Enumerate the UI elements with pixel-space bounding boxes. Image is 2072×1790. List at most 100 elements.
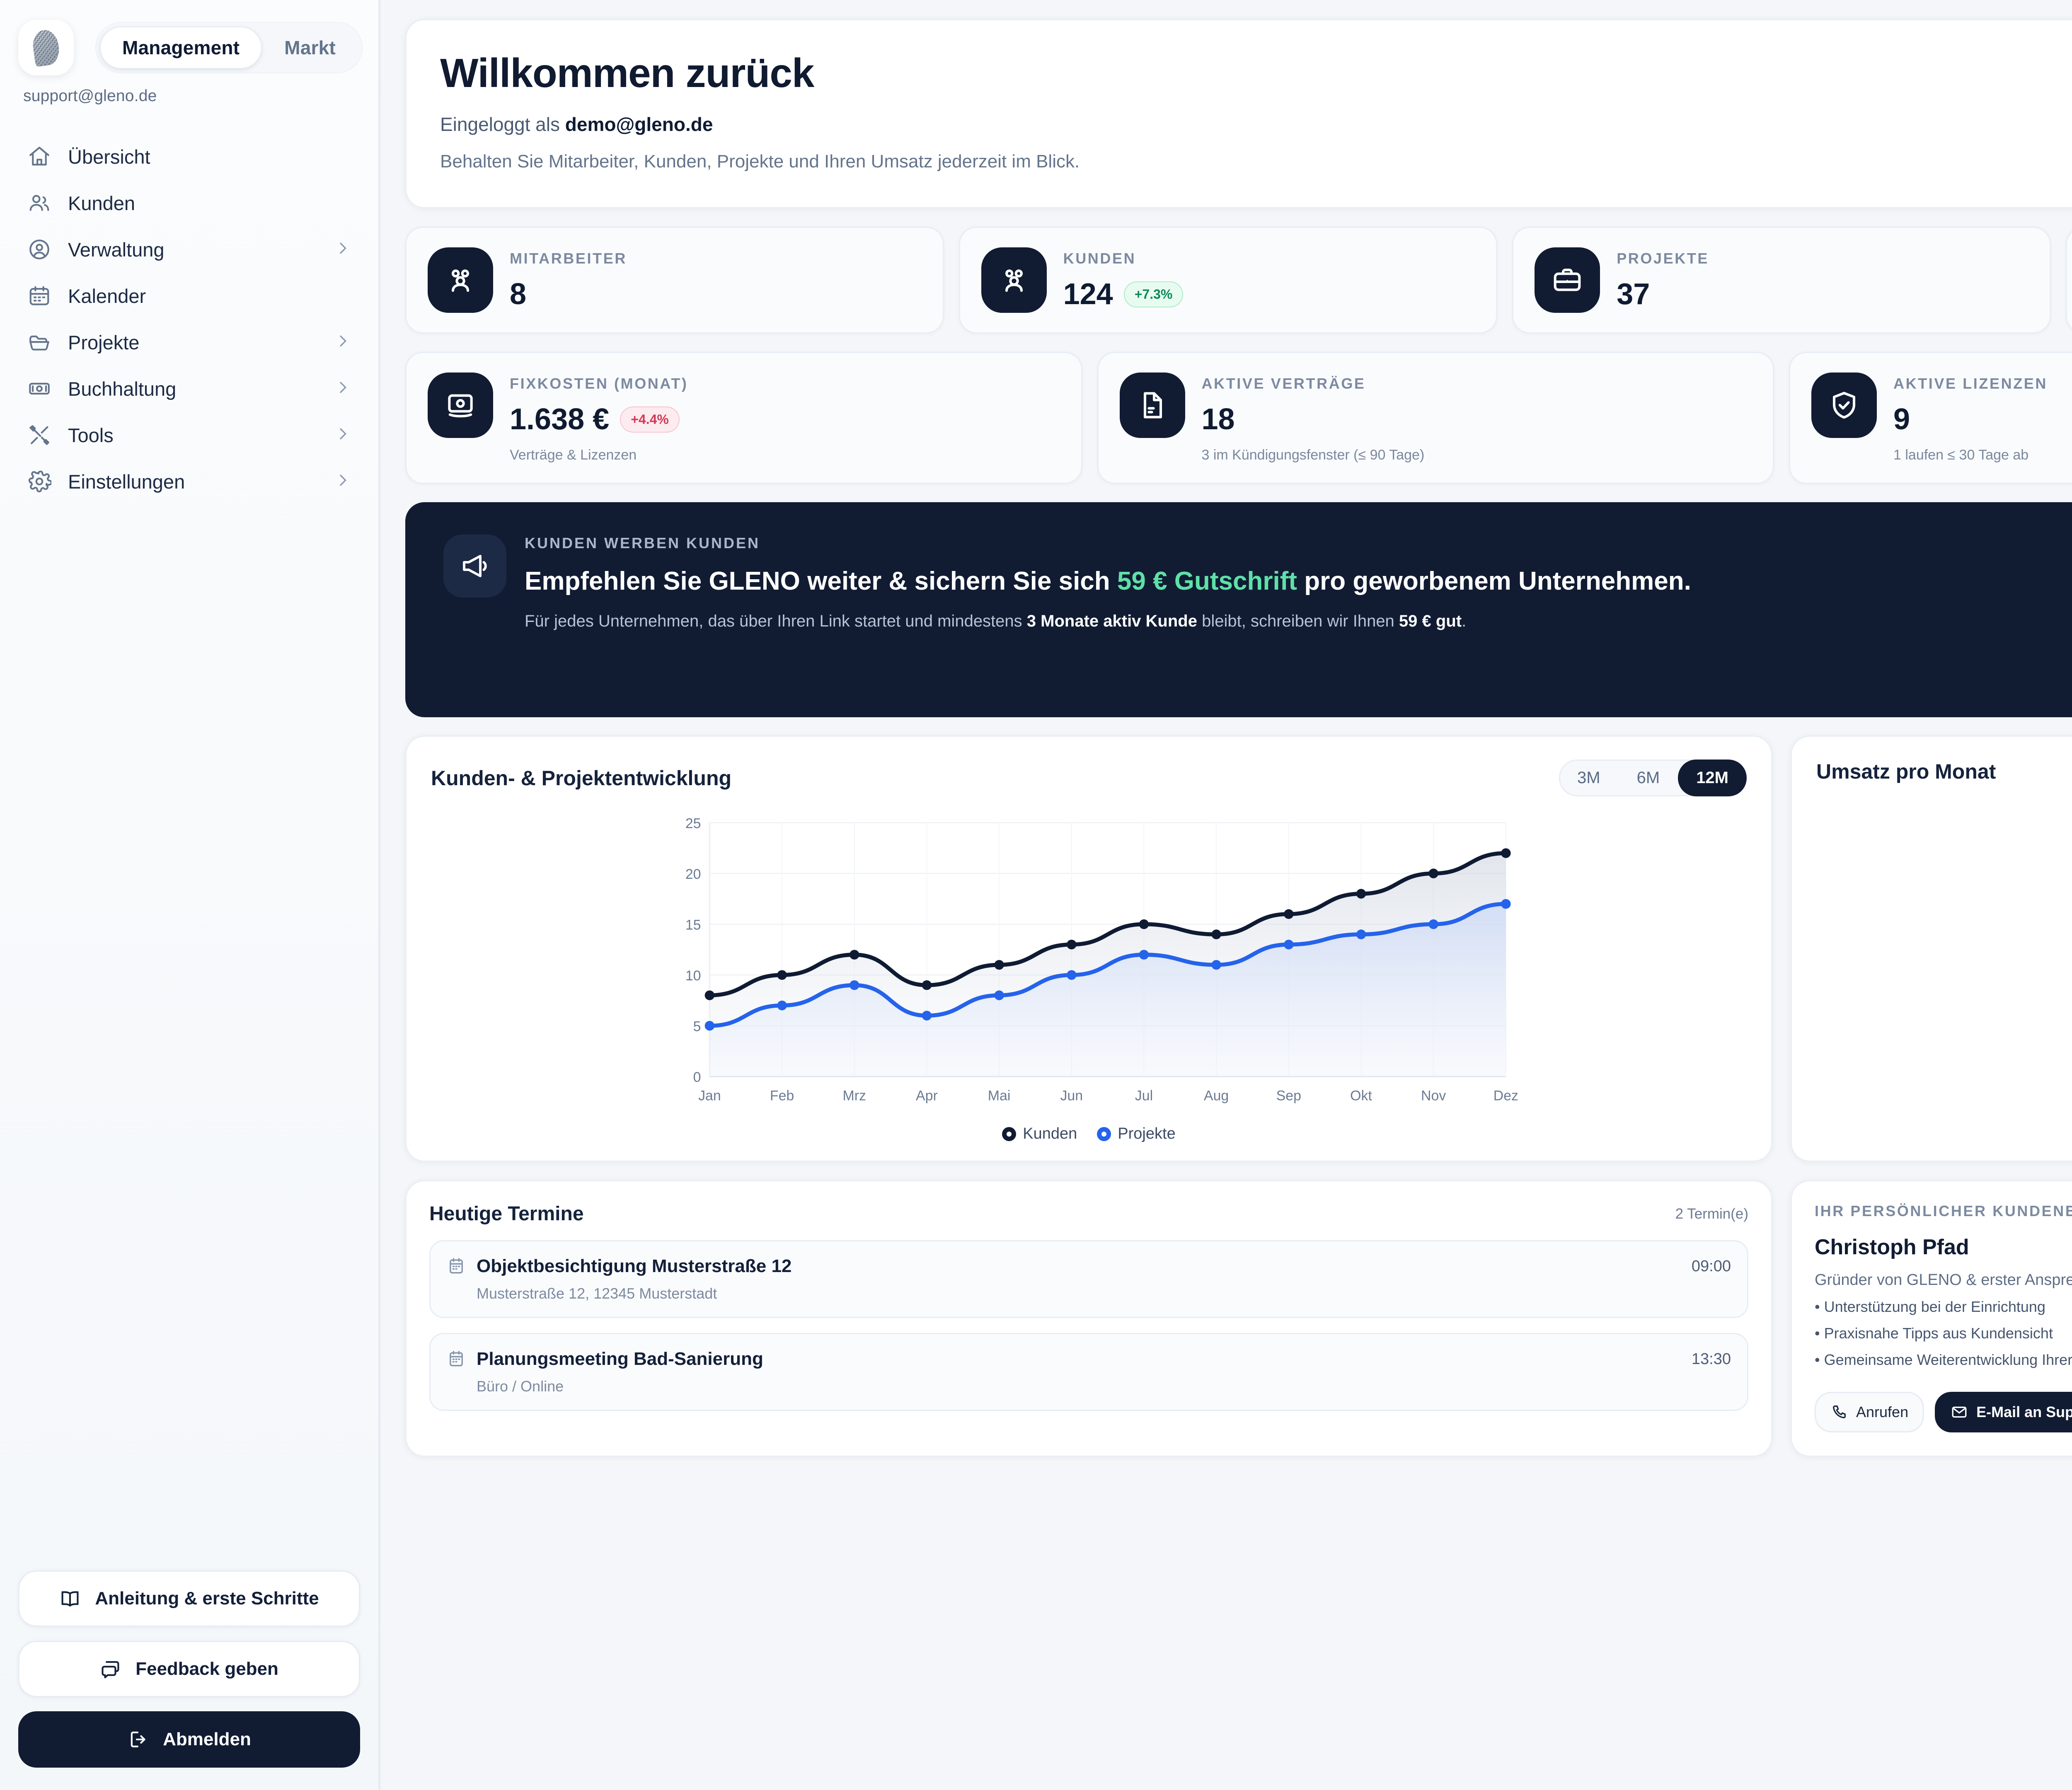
welcome-tagline: Behalten Sie Mitarbeiter, Kunden, Projek… — [440, 151, 1080, 172]
svg-text:20: 20 — [685, 866, 701, 882]
mail-icon — [1952, 1406, 1967, 1417]
money-icon — [428, 373, 493, 438]
shield-check-icon — [1811, 373, 1877, 438]
logged-in-prefix: Eingeloggt als — [440, 114, 565, 135]
legend-marker-icon — [1097, 1127, 1111, 1141]
range-selector[interactable]: 3M 6M 12M — [1559, 760, 1747, 796]
calendar-icon — [450, 1258, 463, 1274]
folder-icon — [27, 330, 51, 354]
referral-sub-c: bleibt, schreiben wir Ihnen — [1197, 612, 1399, 631]
tools-icon — [27, 423, 51, 447]
kpi-note: 1 laufen ≤ 30 Tage ab — [1893, 447, 2029, 463]
appointments-header: Heutige Termine 2 Termin(e) — [429, 1202, 1748, 1225]
chat-bubbles-icon — [102, 1661, 119, 1679]
status-badge: +4.4% — [620, 406, 680, 433]
svg-text:25: 25 — [685, 816, 701, 832]
sidebar-nav: Übersicht Kunden Verwaltung Kalender Pro… — [18, 133, 360, 505]
kpi-label: PROJEKTE — [1617, 250, 1709, 267]
range-12m[interactable]: 12M — [1678, 760, 1747, 796]
sidebar-item-label: Verwaltung — [68, 238, 165, 261]
sidebar: Management Markt support@gleno.de Übersi… — [0, 0, 380, 1790]
appointments-count: 2 Termin(e) — [1675, 1205, 1748, 1222]
kpi-card-aktive-lizenzen[interactable]: AKTIVE LIZENZEN 9 1 laufen ≤ 30 Tage ab — [1789, 352, 2072, 484]
users-group-icon — [981, 247, 1047, 313]
users-icon — [27, 191, 51, 215]
advisor-card: IHR PERSÖNLICHER KUNDENBERATER Christoph… — [1791, 1180, 2072, 1457]
workspace-toggle[interactable]: Management Markt — [95, 22, 363, 73]
kpi-note: 3 im Kündigungsfenster (≤ 90 Tage) — [1201, 447, 1425, 463]
calendar-icon — [450, 1351, 463, 1367]
feedback-button[interactable]: Feedback geben — [18, 1641, 360, 1697]
sidebar-item-uebersicht[interactable]: Übersicht — [18, 133, 360, 180]
sidebar-item-projekte[interactable]: Projekte — [18, 319, 360, 365]
kpi-value: 1.638 € — [510, 403, 610, 436]
bar-chart-title: Umsatz pro Monat — [1816, 760, 1996, 783]
svg-text:Jul: Jul — [1135, 1088, 1153, 1104]
sidebar-item-label: Einstellungen — [68, 470, 185, 493]
kpi-card-rechnungen[interactable]: RECHNUNGEN 186 — [2065, 227, 2072, 334]
guide-button[interactable]: Anleitung & erste Schritte — [18, 1570, 360, 1627]
logged-in-email: demo@gleno.de — [565, 114, 713, 135]
welcome-card: Willkommen zurück Eingeloggt als demo@gl… — [405, 19, 2072, 208]
home-icon — [27, 145, 51, 169]
advisor-description: Gründer von GLENO & erster Ansprechpartn… — [1815, 1271, 2072, 1289]
bar-chart-header: Umsatz pro Monat Netto nach Rabatt – let… — [1816, 760, 2072, 784]
range-6m[interactable]: 6M — [1636, 769, 1660, 787]
kpi-card-aktive-vertraege[interactable]: AKTIVE VERTRÄGE 18 3 im Kündigungsfenste… — [1097, 352, 1774, 484]
range-3m[interactable]: 3M — [1577, 769, 1600, 787]
kpi-value: 8 — [510, 278, 527, 311]
sidebar-item-einstellungen[interactable]: Einstellungen — [18, 458, 360, 505]
svg-text:Feb: Feb — [770, 1088, 794, 1104]
line-plot: 0 5 10 15 20 25 Jan Feb Mrz Apr Mai Jun Jul Aug Sep Okt… — [431, 813, 1747, 1118]
svg-text:Mai: Mai — [988, 1088, 1011, 1104]
tab-markt[interactable]: Markt — [284, 37, 336, 58]
legend-marker-icon — [1002, 1127, 1017, 1141]
page-title: Willkommen zurück — [440, 50, 814, 96]
advisor-name: Christoph Pfad — [1815, 1235, 1969, 1259]
legend-item-kunden[interactable]: Kunden — [1002, 1125, 1077, 1143]
feedback-label: Feedback geben — [136, 1659, 278, 1679]
kpi-card-mitarbeiter[interactable]: MITARBEITER 8 — [405, 227, 944, 334]
sidebar-item-buchhaltung[interactable]: Buchhaltung — [18, 365, 360, 412]
sidebar-item-label: Projekte — [68, 331, 140, 353]
gleno-sphere-logo-icon — [31, 28, 61, 67]
referral-eyebrow: KUNDEN WERBEN KUNDEN — [525, 535, 760, 552]
logout-button[interactable]: Abmelden — [18, 1711, 360, 1768]
svg-text:5: 5 — [693, 1019, 701, 1035]
referral-headline: Empfehlen Sie GLENO weiter & sichern Sie… — [525, 566, 1691, 596]
kpi-row-secondary: FIXKOSTEN (MONAT) 1.638 € +4.4% Verträge… — [405, 352, 2072, 484]
svg-text:10: 10 — [685, 968, 701, 984]
list-item[interactable]: Planungsmeeting Bad-Sanierung 13:30 Büro… — [429, 1333, 1748, 1411]
chevron-right-icon — [334, 377, 351, 400]
sidebar-brand-row: Management Markt — [18, 20, 363, 75]
sidebar-item-label: Kunden — [68, 192, 136, 214]
referral-headline-highlight: 59 € Gutschrift — [1117, 567, 1297, 595]
chevron-right-icon — [334, 238, 351, 261]
appointment-time: 09:00 — [1691, 1257, 1731, 1275]
kpi-value: 124 — [1063, 278, 1113, 311]
kpi-label: MITARBEITER — [510, 250, 627, 267]
kpi-value: 37 — [1617, 278, 1650, 311]
appointment-name: Objektbesichtigung Musterstraße 12 — [477, 1256, 792, 1276]
contract-icon — [1119, 373, 1185, 438]
list-item[interactable]: Objektbesichtigung Musterstraße 12 09:00… — [429, 1240, 1748, 1318]
tab-management[interactable]: Management — [100, 27, 262, 69]
referral-headline-before: Empfehlen Sie GLENO weiter & sichern Sie… — [525, 567, 1117, 595]
sidebar-item-kalender[interactable]: Kalender — [18, 273, 360, 319]
call-button[interactable]: Anrufen — [1815, 1391, 1924, 1432]
call-label: Anrufen — [1856, 1403, 1909, 1420]
kpi-card-fixkosten[interactable]: FIXKOSTEN (MONAT) 1.638 € +4.4% Verträge… — [405, 352, 1082, 484]
kpi-card-kunden[interactable]: KUNDEN 124 +7.3% — [959, 227, 1498, 334]
appointment-name: Planungsmeeting Bad-Sanierung — [477, 1349, 763, 1369]
kpi-card-projekte[interactable]: PROJEKTE 37 — [1512, 227, 2051, 334]
sidebar-item-tools[interactable]: Tools — [18, 412, 360, 458]
sidebar-item-verwaltung[interactable]: Verwaltung — [18, 226, 360, 273]
legend-item-projekte[interactable]: Projekte — [1097, 1125, 1176, 1143]
sidebar-item-kunden[interactable]: Kunden — [18, 180, 360, 226]
svg-text:Apr: Apr — [916, 1088, 938, 1104]
line-chart-title: Kunden- & Projektentwicklung — [431, 766, 732, 790]
app-logo[interactable] — [18, 20, 74, 75]
email-support-button[interactable]: E-Mail an Support — [1935, 1391, 2072, 1432]
banknote-icon — [27, 377, 51, 401]
